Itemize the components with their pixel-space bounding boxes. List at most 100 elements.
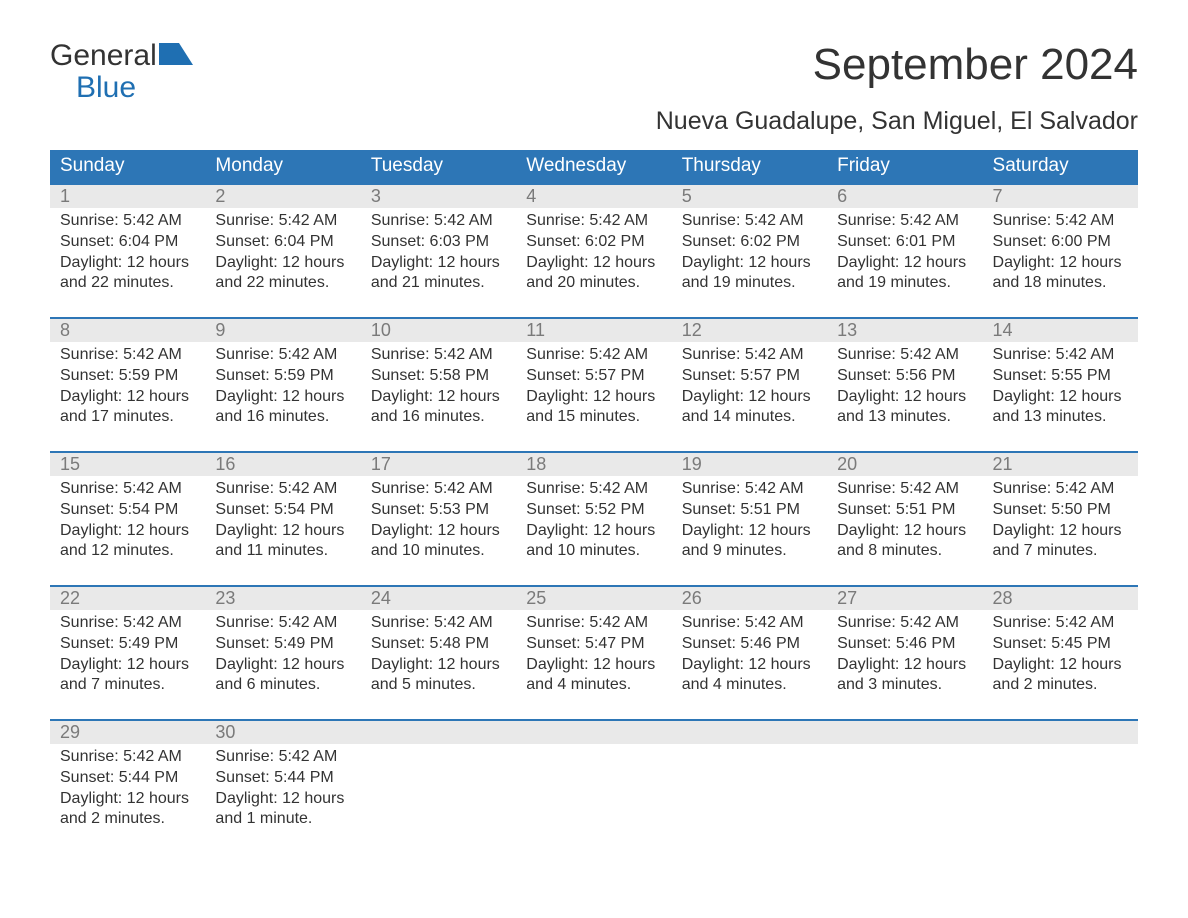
day-cell xyxy=(827,721,982,839)
day-body: Sunrise: 5:42 AMSunset: 5:57 PMDaylight:… xyxy=(672,342,827,431)
page: General Blue September 2024 Nueva Guadal… xyxy=(0,0,1188,879)
daylight-text: Daylight: 12 hours and 19 minutes. xyxy=(837,253,972,295)
day-number: 8 xyxy=(50,319,205,342)
day-body: Sunrise: 5:42 AMSunset: 5:49 PMDaylight:… xyxy=(205,610,360,699)
daylight-text: Daylight: 12 hours and 4 minutes. xyxy=(526,655,661,697)
week-row: 22Sunrise: 5:42 AMSunset: 5:49 PMDayligh… xyxy=(50,585,1138,705)
sunset-text: Sunset: 5:57 PM xyxy=(526,366,661,387)
day-cell: 4 Sunrise: 5:42 AMSunset: 6:02 PMDaylight… xyxy=(516,185,671,303)
day-cell: 23Sunrise: 5:42 AMSunset: 5:49 PMDayligh… xyxy=(205,587,360,705)
day-cell xyxy=(516,721,671,839)
day-number: 25 xyxy=(516,587,671,610)
day-number xyxy=(361,721,516,744)
day-number: 1 xyxy=(50,185,205,208)
day-body: Sunrise: 5:42 AMSunset: 6:03 PMDaylight:… xyxy=(361,208,516,297)
day-cell: 13Sunrise: 5:42 AMSunset: 5:56 PMDayligh… xyxy=(827,319,982,437)
daylight-text: Daylight: 12 hours and 7 minutes. xyxy=(993,521,1128,563)
day-cell: 11Sunrise: 5:42 AMSunset: 5:57 PMDayligh… xyxy=(516,319,671,437)
sunrise-text: Sunrise: 5:42 AM xyxy=(837,211,972,232)
day-number: 12 xyxy=(672,319,827,342)
sunrise-text: Sunrise: 5:42 AM xyxy=(526,211,661,232)
day-number: 17 xyxy=(361,453,516,476)
day-body: Sunrise: 5:42 AMSunset: 6:02 PMDaylight:… xyxy=(672,208,827,297)
daylight-text: Daylight: 12 hours and 16 minutes. xyxy=(215,387,350,429)
daylight-text: Daylight: 12 hours and 1 minute. xyxy=(215,789,350,831)
logo-text-line2: Blue xyxy=(76,72,193,104)
day-cell: 19Sunrise: 5:42 AMSunset: 5:51 PMDayligh… xyxy=(672,453,827,571)
daylight-text: Daylight: 12 hours and 7 minutes. xyxy=(60,655,195,697)
day-number: 28 xyxy=(983,587,1138,610)
daylight-text: Daylight: 12 hours and 13 minutes. xyxy=(993,387,1128,429)
daylight-text: Daylight: 12 hours and 18 minutes. xyxy=(993,253,1128,295)
week-row: 29Sunrise: 5:42 AMSunset: 5:44 PMDayligh… xyxy=(50,719,1138,839)
day-number: 11 xyxy=(516,319,671,342)
sunset-text: Sunset: 5:52 PM xyxy=(526,500,661,521)
day-cell: 17Sunrise: 5:42 AMSunset: 5:53 PMDayligh… xyxy=(361,453,516,571)
day-number: 20 xyxy=(827,453,982,476)
sunset-text: Sunset: 5:49 PM xyxy=(60,634,195,655)
location: Nueva Guadalupe, San Miguel, El Salvador xyxy=(50,107,1138,136)
dow-cell: Friday xyxy=(827,150,982,183)
day-number: 30 xyxy=(205,721,360,744)
daylight-text: Daylight: 12 hours and 4 minutes. xyxy=(682,655,817,697)
day-cell: 28Sunrise: 5:42 AMSunset: 5:45 PMDayligh… xyxy=(983,587,1138,705)
daylight-text: Daylight: 12 hours and 11 minutes. xyxy=(215,521,350,563)
day-body: Sunrise: 5:42 AMSunset: 5:59 PMDaylight:… xyxy=(205,342,360,431)
day-body: Sunrise: 5:42 AMSunset: 5:45 PMDaylight:… xyxy=(983,610,1138,699)
day-cell: 21Sunrise: 5:42 AMSunset: 5:50 PMDayligh… xyxy=(983,453,1138,571)
day-body: Sunrise: 5:42 AMSunset: 5:49 PMDaylight:… xyxy=(50,610,205,699)
day-number: 21 xyxy=(983,453,1138,476)
sunrise-text: Sunrise: 5:42 AM xyxy=(526,479,661,500)
day-cell: 14Sunrise: 5:42 AMSunset: 5:55 PMDayligh… xyxy=(983,319,1138,437)
day-body: Sunrise: 5:42 AMSunset: 5:46 PMDaylight:… xyxy=(672,610,827,699)
sunrise-text: Sunrise: 5:42 AM xyxy=(526,613,661,634)
daylight-text: Daylight: 12 hours and 2 minutes. xyxy=(993,655,1128,697)
day-number: 13 xyxy=(827,319,982,342)
day-cell: 2Sunrise: 5:42 AMSunset: 6:04 PMDaylight… xyxy=(205,185,360,303)
daylight-text: Daylight: 12 hours and 14 minutes. xyxy=(682,387,817,429)
day-body: Sunrise: 5:42 AMSunset: 5:48 PMDaylight:… xyxy=(361,610,516,699)
daylight-text: Daylight: 12 hours and 10 minutes. xyxy=(371,521,506,563)
sunset-text: Sunset: 6:02 PM xyxy=(682,232,817,253)
logo-flag-icon xyxy=(159,40,193,72)
day-cell: 5Sunrise: 5:42 AMSunset: 6:02 PMDaylight… xyxy=(672,185,827,303)
day-body: Sunrise: 5:42 AMSunset: 5:55 PMDaylight:… xyxy=(983,342,1138,431)
sunset-text: Sunset: 5:45 PM xyxy=(993,634,1128,655)
sunrise-text: Sunrise: 5:42 AM xyxy=(371,613,506,634)
day-number: 26 xyxy=(672,587,827,610)
day-cell xyxy=(672,721,827,839)
day-number: 29 xyxy=(50,721,205,744)
day-body: Sunrise: 5:42 AMSunset: 5:51 PMDaylight:… xyxy=(827,476,982,565)
sunrise-text: Sunrise: 5:42 AM xyxy=(60,211,195,232)
dow-cell: Thursday xyxy=(672,150,827,183)
sunrise-text: Sunrise: 5:42 AM xyxy=(993,211,1128,232)
sunset-text: Sunset: 5:44 PM xyxy=(215,768,350,789)
day-number: 5 xyxy=(672,185,827,208)
sunrise-text: Sunrise: 5:42 AM xyxy=(993,345,1128,366)
day-number: 4 xyxy=(516,185,671,208)
day-cell: 3Sunrise: 5:42 AMSunset: 6:03 PMDaylight… xyxy=(361,185,516,303)
day-number: 19 xyxy=(672,453,827,476)
sunset-text: Sunset: 6:02 PM xyxy=(526,232,661,253)
daylight-text: Daylight: 12 hours and 21 minutes. xyxy=(371,253,506,295)
day-cell: 10Sunrise: 5:42 AMSunset: 5:58 PMDayligh… xyxy=(361,319,516,437)
sunset-text: Sunset: 5:48 PM xyxy=(371,634,506,655)
day-cell: 18Sunrise: 5:42 AMSunset: 5:52 PMDayligh… xyxy=(516,453,671,571)
day-body: Sunrise: 5:42 AMSunset: 5:52 PMDaylight:… xyxy=(516,476,671,565)
week-row: 1Sunrise: 5:42 AMSunset: 6:04 PMDaylight… xyxy=(50,183,1138,303)
sunrise-text: Sunrise: 5:42 AM xyxy=(371,345,506,366)
day-body: Sunrise: 5:42 AMSunset: 5:44 PMDaylight:… xyxy=(50,744,205,833)
daylight-text: Daylight: 12 hours and 20 minutes. xyxy=(526,253,661,295)
day-number: 23 xyxy=(205,587,360,610)
sunrise-text: Sunrise: 5:42 AM xyxy=(215,479,350,500)
daylight-text: Daylight: 12 hours and 22 minutes. xyxy=(215,253,350,295)
day-cell: 26Sunrise: 5:42 AMSunset: 5:46 PMDayligh… xyxy=(672,587,827,705)
day-cell xyxy=(361,721,516,839)
sunset-text: Sunset: 5:51 PM xyxy=(682,500,817,521)
sunrise-text: Sunrise: 5:42 AM xyxy=(371,211,506,232)
day-body: Sunrise: 5:42 AMSunset: 6:00 PMDaylight:… xyxy=(983,208,1138,297)
day-body: Sunrise: 5:42 AMSunset: 5:57 PMDaylight:… xyxy=(516,342,671,431)
day-of-week-header: SundayMondayTuesdayWednesdayThursdayFrid… xyxy=(50,150,1138,183)
daylight-text: Daylight: 12 hours and 3 minutes. xyxy=(837,655,972,697)
sunset-text: Sunset: 6:01 PM xyxy=(837,232,972,253)
